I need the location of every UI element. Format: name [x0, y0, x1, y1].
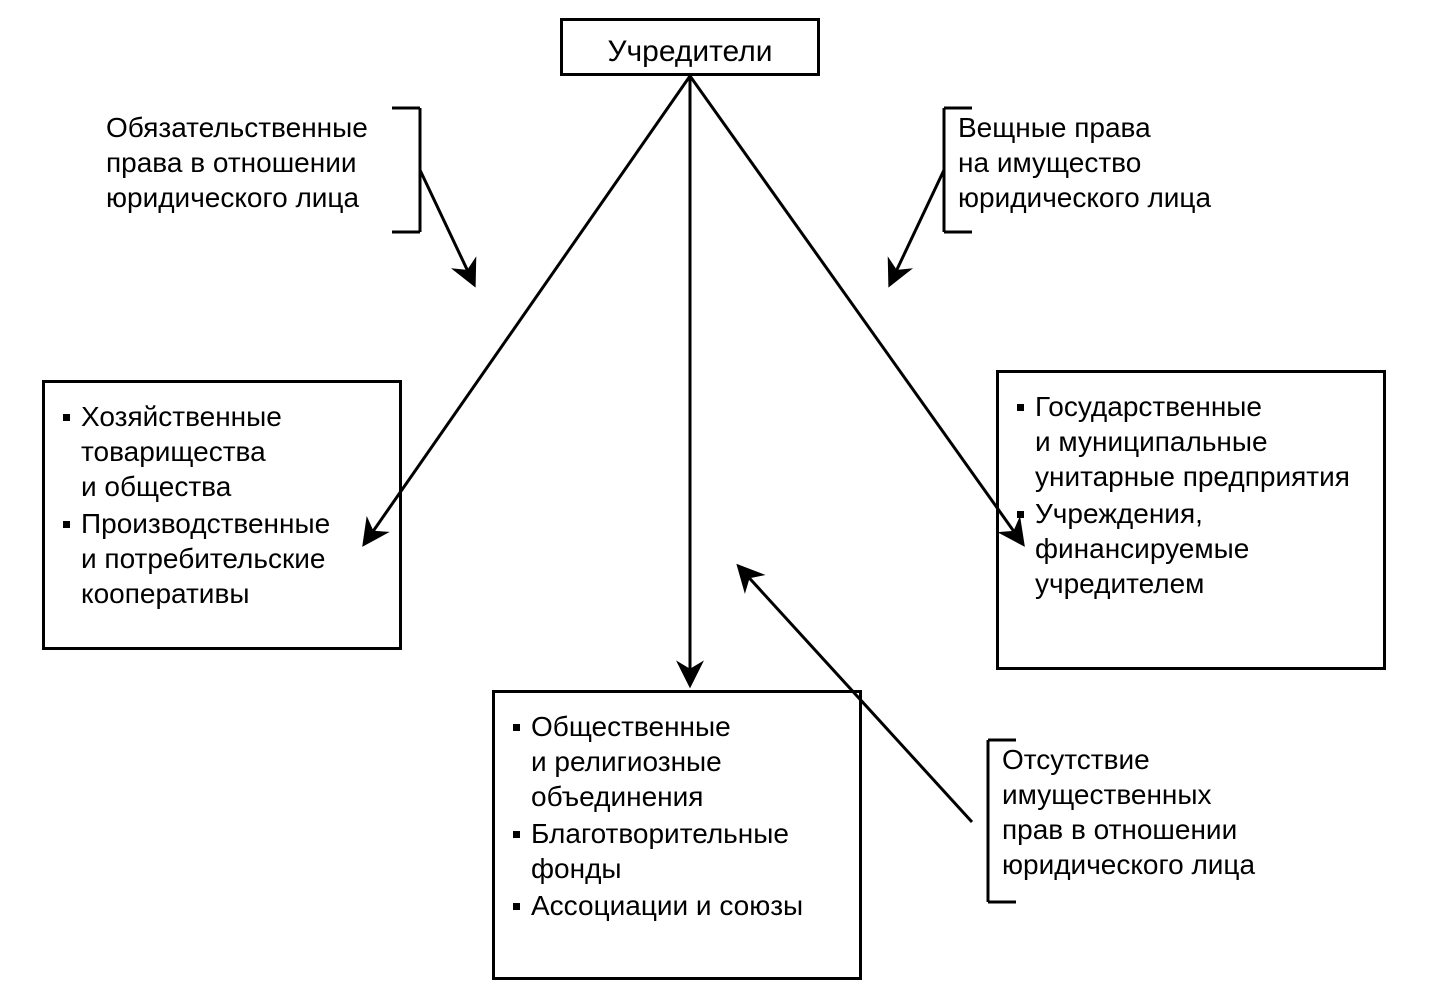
list-item: Ассоциации и союзы — [513, 888, 841, 923]
diagram-canvas: Учредители Обязательственные права в отн… — [0, 0, 1452, 997]
category-center-list: Общественные и религиозные объединения Б… — [513, 709, 841, 923]
edge-label-bottom: Отсутствие имущественных прав в отношени… — [1002, 742, 1322, 882]
category-box-center: Общественные и религиозные объединения Б… — [492, 690, 862, 980]
edge-label-left-line2: права в отношении — [106, 145, 416, 180]
category-box-right: Государственные и муниципальные унитарны… — [996, 370, 1386, 670]
edge-label-right-line2: на имущество — [958, 145, 1278, 180]
list-item: Учреждения, финансируемые учредителем — [1017, 496, 1365, 601]
list-item: Производственные и потребительские коопе… — [63, 506, 381, 611]
edge-label-right-line3: юридического лица — [958, 180, 1278, 215]
edge-label-right: Вещные права на имущество юридического л… — [958, 110, 1278, 215]
list-item: Общественные и религиозные объединения — [513, 709, 841, 814]
category-right-list: Государственные и муниципальные унитарны… — [1017, 389, 1365, 601]
edge-label-bottom-line1: Отсутствие — [1002, 742, 1322, 777]
edge-label-bottom-line3: прав в отношении — [1002, 812, 1322, 847]
list-item: Благотворительные фонды — [513, 816, 841, 886]
edge-label-left-line3: юридического лица — [106, 180, 416, 215]
category-box-left: Хозяйственные товарищества и общества Пр… — [42, 380, 402, 650]
root-node-label: Учредители — [607, 35, 772, 68]
edge-label-left-line1: Обязательственные — [106, 110, 416, 145]
list-item: Хозяйственные товарищества и общества — [63, 399, 381, 504]
edge-label-left: Обязательственные права в отношении юрид… — [106, 110, 416, 215]
edge-label-right-line1: Вещные права — [958, 110, 1278, 145]
list-item: Государственные и муниципальные унитарны… — [1017, 389, 1365, 494]
edge-label-bottom-line4: юридического лица — [1002, 847, 1322, 882]
root-node: Учредители — [560, 18, 820, 76]
category-left-list: Хозяйственные товарищества и общества Пр… — [63, 399, 381, 611]
edge-label-bottom-line2: имущественных — [1002, 777, 1322, 812]
